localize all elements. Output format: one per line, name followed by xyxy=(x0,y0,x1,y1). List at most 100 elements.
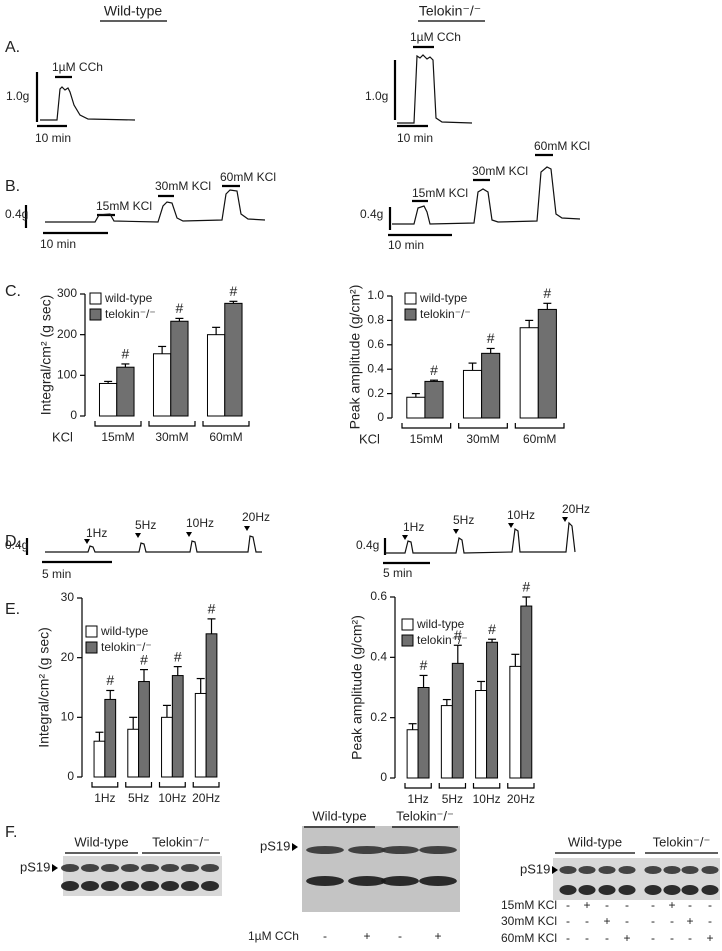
group-label: Telokin⁻/⁻ xyxy=(152,834,210,849)
panel-label: E. xyxy=(5,601,20,618)
legend-swatch xyxy=(401,634,414,647)
significance-mark: # xyxy=(122,346,130,362)
scale-label: 0.4g xyxy=(5,538,28,552)
bar xyxy=(138,681,150,778)
significance-mark: # xyxy=(208,601,216,617)
y-tick-label: 10 xyxy=(61,710,75,724)
bar xyxy=(406,729,419,779)
band xyxy=(306,846,344,854)
condition-sign: - xyxy=(566,914,570,928)
stimulus-label: 20Hz xyxy=(242,510,270,524)
band xyxy=(81,864,99,872)
stimulus-label: 15mM KCl xyxy=(412,186,468,200)
legend-swatch xyxy=(89,308,102,321)
band xyxy=(644,866,662,874)
y-tick-label: 200 xyxy=(57,327,77,341)
condition-sign: - xyxy=(625,914,629,928)
group-label: Telokin⁻/⁻ xyxy=(653,834,711,849)
bar xyxy=(98,382,118,417)
legend-swatch xyxy=(85,641,98,654)
x-prefix: KCl xyxy=(52,429,73,444)
bar xyxy=(194,692,207,778)
condition-sign: - xyxy=(651,914,655,928)
band-label: pS19 xyxy=(520,861,550,876)
band xyxy=(141,864,159,872)
category-bracket xyxy=(91,782,119,788)
legend-swatch xyxy=(404,292,417,305)
band-label: pS19 xyxy=(20,859,50,874)
bar xyxy=(481,352,501,419)
y-tick-label: 0.2 xyxy=(370,710,387,724)
band xyxy=(101,864,119,872)
condition-sign: - xyxy=(566,898,570,912)
band xyxy=(141,881,159,891)
y-tick-label: 1.0 xyxy=(367,288,384,302)
stimulus-label: 5Hz xyxy=(453,513,474,527)
bar xyxy=(116,366,135,417)
stimulus-label: 60mM KCl xyxy=(220,170,276,184)
y-tick-label: 100 xyxy=(57,368,77,382)
stimulus-label: 1µM CCh xyxy=(410,30,461,44)
scale-label: 0.4g xyxy=(356,538,379,552)
time-label: 5 min xyxy=(383,566,412,580)
y-tick-label: 0.2 xyxy=(367,386,384,400)
condition-sign: + xyxy=(686,914,693,928)
legend-label: wild-type xyxy=(104,291,153,305)
stimulus-label: 20Hz xyxy=(562,502,590,516)
condition-sign: - xyxy=(688,898,692,912)
x-tick-label: 60mM xyxy=(209,430,242,444)
condition-sign: - xyxy=(566,931,570,945)
y-axis-label: Integral/cm² (g sec) xyxy=(38,295,54,416)
legend-swatch xyxy=(404,308,417,321)
bar xyxy=(509,665,522,779)
band xyxy=(101,881,119,891)
band xyxy=(578,885,596,895)
condition-sign: - xyxy=(625,898,629,912)
bar xyxy=(417,687,430,779)
group-label: Wild-type xyxy=(74,834,128,849)
stimulus-label: 60mM KCl xyxy=(534,139,590,153)
band xyxy=(161,864,179,872)
heading: Wild-type xyxy=(104,3,163,19)
band xyxy=(559,866,577,874)
condition-label: 15mM KCl xyxy=(501,898,557,912)
x-prefix: KCl xyxy=(359,431,380,446)
condition-sign: - xyxy=(708,914,712,928)
band xyxy=(61,881,79,891)
panel-label: A. xyxy=(5,39,20,56)
legend-swatch xyxy=(85,625,98,638)
band xyxy=(201,881,219,891)
category-bracket xyxy=(148,421,196,427)
y-tick-label: 0.8 xyxy=(367,313,384,327)
x-tick-label: 30mM xyxy=(466,432,499,446)
legend-swatch xyxy=(89,292,102,305)
band xyxy=(419,846,457,854)
category-bracket xyxy=(472,783,501,789)
bar xyxy=(475,690,488,779)
bar xyxy=(451,662,464,779)
panel-label: B. xyxy=(5,178,20,195)
legend-label: telokin⁻/⁻ xyxy=(420,307,471,321)
x-tick-label: 1Hz xyxy=(407,792,428,806)
condition-sign: - xyxy=(585,914,589,928)
group-label: Wild-type xyxy=(312,808,366,823)
band xyxy=(348,846,386,854)
bar xyxy=(519,327,539,419)
legend-swatch xyxy=(401,618,414,631)
condition-sign: - xyxy=(670,931,674,945)
bar xyxy=(127,728,140,778)
x-tick-label: 15mM xyxy=(101,430,134,444)
y-tick-label: 20 xyxy=(61,650,75,664)
band xyxy=(701,866,719,874)
scale-label: 1.0g xyxy=(365,89,388,103)
condition-sign: - xyxy=(708,898,712,912)
bar xyxy=(224,302,243,417)
band xyxy=(663,885,681,895)
band xyxy=(348,876,386,886)
band xyxy=(81,881,99,891)
stimulus-label: 1µM CCh xyxy=(52,60,103,74)
bar xyxy=(206,334,226,417)
legend-label: telokin⁻/⁻ xyxy=(101,640,152,654)
y-tick-label: 0.4 xyxy=(370,650,387,664)
x-tick-label: 5Hz xyxy=(128,791,149,805)
